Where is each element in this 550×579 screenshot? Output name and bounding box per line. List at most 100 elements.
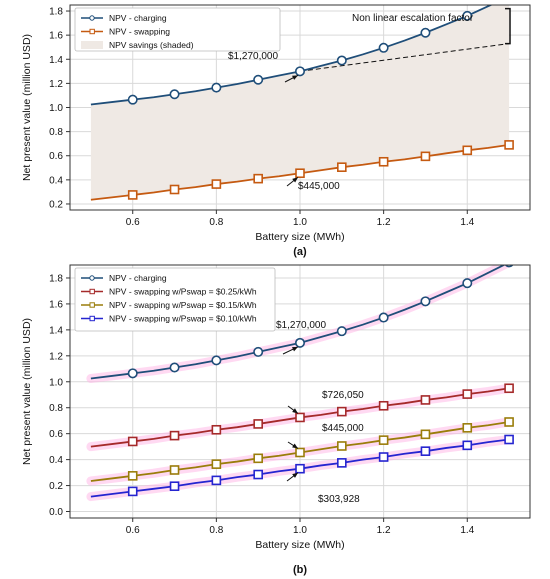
legend: NPV - charging NPV - swapping w/Pswap = $… bbox=[74, 267, 276, 332]
annotation-label: Non linear escalation factor bbox=[352, 13, 474, 24]
legend-label: NPV - swapping w/Pswap = $0.10/kWh bbox=[109, 314, 257, 324]
series-point-square bbox=[504, 383, 514, 394]
legend-marker-square bbox=[89, 302, 95, 308]
y-tick-label: 0.0 bbox=[49, 507, 63, 518]
series-point-circle bbox=[169, 362, 180, 373]
series-point-square bbox=[462, 440, 473, 451]
series-point-circle bbox=[420, 27, 431, 38]
series-point-circle bbox=[294, 337, 305, 348]
series-point-circle bbox=[336, 326, 347, 337]
series-point-square bbox=[420, 429, 431, 440]
series-point-circle bbox=[127, 368, 138, 379]
legend-label: NPV - charging bbox=[109, 273, 167, 283]
y-tick-label: 0.2 bbox=[49, 199, 63, 210]
annotation-label: $303,928 bbox=[318, 494, 360, 505]
series-point-square bbox=[169, 481, 180, 492]
x-tick-label: 1.4 bbox=[460, 217, 474, 228]
y-tick-label: 1.2 bbox=[49, 79, 63, 90]
annotation-label: $1,270,000 bbox=[276, 320, 326, 331]
annotation-arrowhead bbox=[292, 472, 298, 478]
y-tick-label: 0.6 bbox=[49, 151, 63, 162]
y-tick-label: 1.8 bbox=[49, 7, 63, 18]
series-point-circle bbox=[462, 278, 473, 289]
legend: NPV - charging NPV - swapping NPV savings … bbox=[74, 7, 281, 52]
series-point-square bbox=[211, 424, 222, 435]
x-tick-label: 1.0 bbox=[293, 525, 307, 536]
annotation-arrowhead bbox=[292, 177, 298, 183]
y-tick-label: 0.2 bbox=[49, 481, 63, 492]
annotation-arrowhead bbox=[292, 346, 298, 352]
series-point-square bbox=[127, 190, 138, 200]
annotation-arrowhead bbox=[292, 75, 298, 80]
legend-label: NPV - swapping w/Pswap = $0.25/kWh bbox=[109, 287, 257, 297]
series-point-circle bbox=[253, 346, 264, 357]
y-tick-label: 1.4 bbox=[49, 325, 63, 336]
series-point-square bbox=[295, 412, 305, 423]
x-axis-label: Battery size (MWh) bbox=[255, 539, 344, 551]
panel-label: (b) bbox=[293, 564, 307, 576]
x-tick-label: 0.6 bbox=[126, 217, 140, 228]
y-axis-label: Net present value (million USD) bbox=[21, 318, 33, 465]
series-point-square bbox=[211, 179, 222, 189]
series-point-square bbox=[295, 168, 305, 179]
series-point-square bbox=[337, 162, 347, 172]
x-tick-label: 1.2 bbox=[377, 217, 391, 228]
y-tick-label: 1.0 bbox=[49, 103, 63, 114]
series-point-square bbox=[378, 156, 389, 167]
x-tick-label: 1.0 bbox=[293, 217, 307, 228]
legend-marker-square bbox=[89, 28, 95, 35]
series-point-square bbox=[337, 441, 347, 451]
y-tick-label: 1.2 bbox=[49, 351, 63, 362]
y-tick-label: 1.6 bbox=[49, 31, 63, 42]
x-axis-label: Battery size (MWh) bbox=[255, 231, 344, 243]
series-point-square bbox=[253, 173, 263, 184]
annotation-arrowhead bbox=[292, 443, 298, 449]
series-point-square bbox=[504, 434, 514, 445]
annotation-label: $445,000 bbox=[298, 181, 340, 192]
x-tick-label: 1.4 bbox=[460, 525, 474, 536]
series-point-square bbox=[211, 475, 222, 486]
panel-label: (a) bbox=[293, 246, 307, 258]
y-tick-label: 1.4 bbox=[49, 55, 63, 66]
legend-label: NPV - charging bbox=[109, 13, 167, 23]
y-tick-label: 0.8 bbox=[49, 127, 63, 138]
series-point-square bbox=[420, 395, 431, 405]
series-point-circle bbox=[420, 296, 431, 307]
y-tick-label: 0.8 bbox=[49, 403, 63, 414]
plot-area bbox=[90, 5, 514, 201]
series-point-square bbox=[378, 452, 389, 462]
series-point-circle bbox=[294, 66, 305, 77]
y-tick-label: 0.6 bbox=[49, 429, 63, 440]
legend-marker-square bbox=[89, 315, 95, 322]
series-point-square bbox=[420, 446, 431, 456]
escalation-bracket bbox=[505, 7, 511, 45]
series-point-circle bbox=[378, 42, 389, 53]
plot-area bbox=[86, 265, 514, 502]
x-tick-label: 0.6 bbox=[126, 525, 140, 536]
series-point-square bbox=[253, 419, 263, 429]
series-point-square bbox=[378, 400, 389, 411]
npv-savings-shaded-area bbox=[90, 5, 510, 200]
series-point-square bbox=[295, 463, 305, 474]
series-point-square bbox=[462, 423, 473, 433]
chart-panel-a: 0.6 0.8 1.0 1.2 1.4 0.2 0.4 0.6 0.8 1.0 1.2 1.4 1.6 1… bbox=[21, 4, 531, 258]
y-tick-label: 1.6 bbox=[49, 299, 63, 310]
series-point-square bbox=[504, 140, 514, 150]
series-point-circle bbox=[211, 355, 222, 366]
series-point-square bbox=[462, 389, 473, 399]
series-point-square bbox=[504, 417, 514, 427]
annotation-label: $726,050 bbox=[322, 390, 364, 401]
series-point-square bbox=[253, 453, 263, 464]
series-point-square bbox=[420, 151, 431, 162]
series-point-square bbox=[462, 145, 473, 156]
legend-marker-circle bbox=[89, 15, 95, 21]
legend-marker-square bbox=[89, 288, 95, 295]
legend-box bbox=[74, 7, 281, 52]
series-point-square bbox=[127, 471, 138, 481]
series-point-square bbox=[127, 436, 138, 447]
series-point-square bbox=[337, 406, 347, 417]
x-tick-label: 0.8 bbox=[209, 525, 223, 536]
series-point-circle bbox=[127, 94, 138, 105]
x-tick-label: 0.8 bbox=[209, 217, 223, 228]
